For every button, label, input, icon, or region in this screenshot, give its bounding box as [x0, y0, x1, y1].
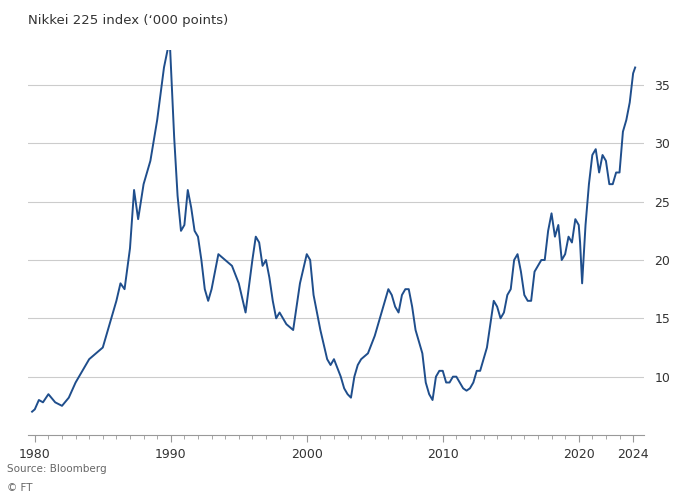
- Text: © FT: © FT: [7, 483, 32, 493]
- Text: Source: Bloomberg: Source: Bloomberg: [7, 464, 106, 474]
- Text: Nikkei 225 index (‘000 points): Nikkei 225 index (‘000 points): [28, 14, 228, 27]
